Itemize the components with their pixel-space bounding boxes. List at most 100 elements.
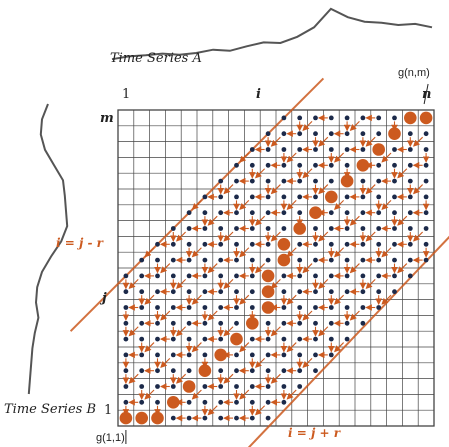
grid-node-dot [186,257,192,263]
transition-arrow [270,136,281,147]
i-axis-label: i [256,87,261,102]
grid-node-dot [344,210,350,216]
transition-arrow [349,120,360,132]
warping-path-node [419,111,433,125]
grid-node-dot [281,273,287,279]
grid-node-dot [423,131,429,137]
grid-node-dot [297,273,303,279]
transition-arrow [175,326,187,337]
grid-node-dot [328,305,334,310]
grid-node-dot [281,399,287,405]
transition-arrow [286,389,297,400]
row-1-label: 1 [104,403,112,418]
grid-node-dot [407,178,413,184]
transition-arrow [223,373,234,384]
transition-arrow [239,294,250,305]
grid-node-dot [297,289,303,295]
grid-node-dot [123,399,129,405]
grid-node-dot [170,368,176,374]
transition-arrow [254,405,266,416]
grid-node-dot [407,162,413,168]
transition-arrow [365,278,376,290]
grid-node-dot [218,273,224,279]
grid-node-dot [297,178,303,184]
grid-node-dot [328,289,334,295]
warping-path-node [246,317,259,330]
transition-arrow [333,247,345,258]
grid-node-dot [265,399,271,405]
grid-node-dot [218,320,224,326]
grid-node-dot [155,305,160,310]
transition-arrow [349,215,360,226]
grid-node-dot [234,399,239,405]
transition-arrow [270,373,281,384]
grid-node-dot [344,194,350,200]
grid-node-dot [313,336,318,342]
grid-node-dot [297,257,303,263]
grid-node-dot [313,115,318,121]
grid-node-dot [328,210,334,216]
grid-node-dot [139,289,145,295]
transition-arrow [302,120,313,132]
grid-node-dot [407,131,413,137]
grid-node-dot [170,336,176,342]
grid-node-dot [376,289,382,295]
grid-node-dot [313,178,318,184]
grid-node-dot [265,257,271,263]
grid-node-dot [186,399,192,405]
grid-node-dot [139,352,145,358]
transition-arrow [397,168,408,179]
grid-node-dot [186,320,192,326]
grid-node-dot [123,289,129,295]
warping-path-node [261,301,275,314]
grid-node-dot [297,336,303,342]
grid-node-dot [297,131,303,137]
grid-node-dot [313,147,318,152]
warping-path-node [167,396,180,409]
transition-arrow [397,263,408,274]
series-b-line [27,103,69,395]
transition-arrow [349,263,360,274]
grid-node-dot [139,399,145,405]
warping-path-node [388,127,401,140]
grid-node-dot [202,415,208,421]
grid-node-dot [186,368,192,374]
grid-node-dot [218,226,224,231]
grid-node-dot [297,162,303,168]
transition-arrow [286,247,297,258]
grid-node-dot [249,147,255,152]
grid-node-dot [234,194,239,200]
grid-node-dot [265,162,271,168]
grid-node-dot [234,178,239,184]
grid-node-dot [360,226,366,231]
transition-arrow [270,278,281,290]
grid-node-dot [170,305,176,310]
transition-arrow [412,136,424,147]
grid-node-dot [186,241,192,247]
grid-node-dot [139,305,145,310]
grid-node-dot [376,273,382,279]
grid-node-dot [281,210,287,216]
grid-node-dot [155,384,160,389]
band-lower-equation: i = j + r [288,426,342,440]
transition-arrow [286,294,297,305]
grid-node-dot [249,226,255,231]
grid-node-dot [423,178,429,184]
grid-node-dot [218,336,224,342]
grid-node-dot [360,178,366,184]
warping-path-node [261,285,275,299]
grid-node-dot [392,273,397,279]
grid-node-dot [344,131,350,137]
grid-node-dot [234,320,239,326]
grid-node-dot [376,305,382,310]
grid-node-dot [234,162,239,168]
grid-node-dot [234,305,239,310]
grid-node-dot [202,226,208,231]
grid-node-dot [313,241,318,247]
grid-node-dot [170,384,176,389]
grid-node-dot [234,241,239,247]
grid-node-dot [281,162,287,168]
grid-node-dot [297,241,303,247]
grid-node-dot [281,289,287,295]
grid-node-dot [265,178,271,184]
